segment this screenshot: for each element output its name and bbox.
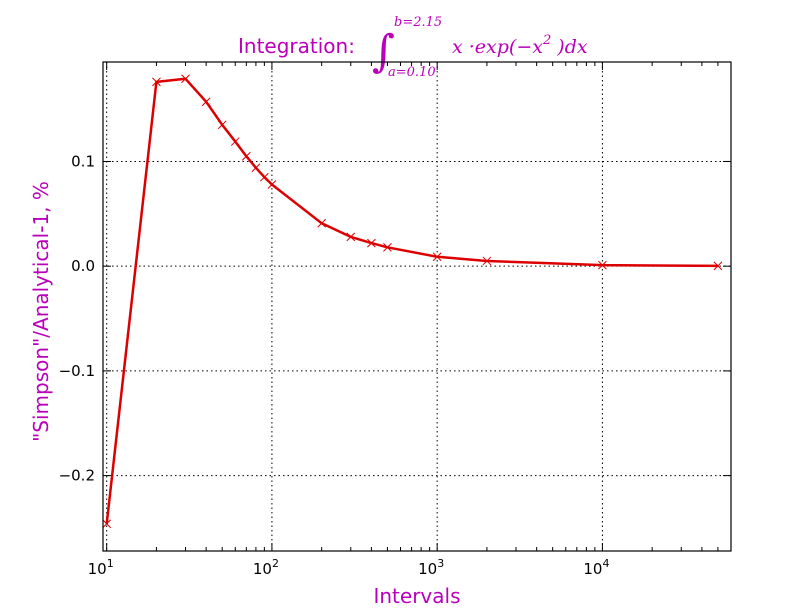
integral-lower-limit: a=0.10	[388, 65, 436, 80]
chart-title: Integration: ∫ b=2.15 a=0.10 x ·exp(−x2 …	[238, 15, 588, 80]
data-point-marker	[102, 519, 112, 529]
y-tick-label: 0.0	[71, 257, 95, 275]
grid	[103, 62, 731, 551]
y-tick-label: 0.1	[71, 152, 95, 170]
y-axis-label: "Simpson"/Analytical-1, %	[29, 181, 53, 442]
integrand-end: )dx	[551, 36, 588, 58]
data-point-marker	[367, 238, 376, 248]
data-point-marker	[346, 232, 356, 242]
data-point-marker	[482, 256, 492, 266]
plot-area-frame	[102, 61, 732, 552]
x-tick-label: 103	[418, 557, 444, 578]
data-point-marker	[317, 218, 327, 228]
integral-sign: ∫	[372, 26, 395, 77]
x-tick-exponent: 3	[437, 557, 444, 570]
data-point-marker	[713, 261, 723, 271]
series-line	[105, 77, 718, 524]
data-point-marker	[241, 151, 251, 161]
x-tick-base: 10	[88, 560, 107, 578]
data-point-marker	[267, 180, 277, 189]
x-tick-base: 10	[253, 560, 272, 578]
data-point-marker	[152, 77, 161, 87]
x-tick-exponent: 1	[107, 557, 114, 570]
series	[102, 74, 723, 529]
integrand-exponent: 2	[542, 33, 551, 48]
data-point-marker	[260, 172, 269, 182]
data-point-marker	[383, 242, 392, 252]
data-point-marker	[230, 137, 240, 146]
x-tick-label: 104	[583, 557, 609, 578]
x-tick-base: 10	[583, 560, 602, 578]
y-tick-label: −0.1	[59, 362, 95, 380]
data-point-marker	[432, 252, 442, 262]
y-tick-label: −0.2	[59, 467, 95, 485]
x-tick-exponent: 4	[602, 557, 609, 570]
data-point-marker	[251, 163, 261, 173]
data-point-marker	[598, 260, 607, 270]
x-tick-label: 102	[253, 557, 279, 578]
chart-title-prefix: Integration:	[238, 34, 355, 58]
x-tick-base: 10	[418, 560, 437, 578]
integral-upper-limit: b=2.15	[394, 15, 442, 30]
data-point-marker	[181, 74, 190, 84]
integrand-main: x ·exp(−x	[452, 36, 543, 58]
data-point-marker	[217, 120, 227, 130]
integrand: x ·exp(−x2 )dx	[452, 33, 588, 58]
data-point-marker	[201, 97, 211, 107]
x-tick-label: 101	[88, 557, 114, 578]
x-axis-label: Intervals	[373, 584, 460, 608]
x-tick-exponent: 2	[272, 557, 279, 570]
